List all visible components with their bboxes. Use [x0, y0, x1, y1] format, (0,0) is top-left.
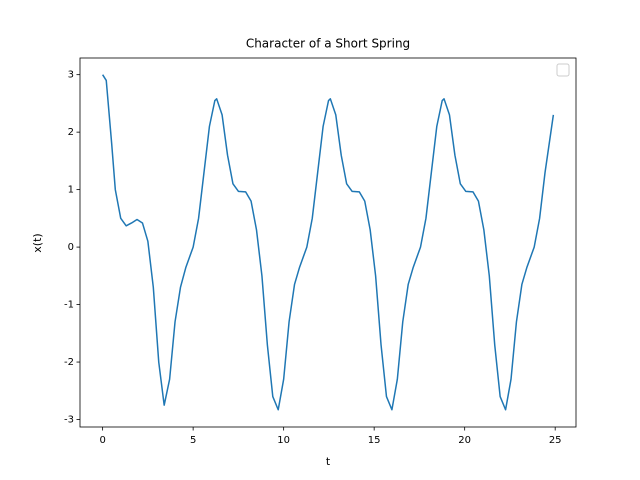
data-line [101, 74, 555, 411]
x-tick-label: 20 [458, 435, 471, 446]
chart-title: Character of a Short Spring [246, 37, 410, 51]
y-tick-label: 1 [68, 185, 74, 196]
x-tick-label: 25 [549, 435, 562, 446]
y-tick-label: -3 [64, 415, 74, 426]
x-tick-label: 0 [99, 435, 105, 446]
x-tick-label: 10 [277, 435, 290, 446]
legend-box [556, 63, 570, 77]
plot-frame [79, 57, 577, 428]
x-tick-label: 15 [368, 435, 381, 446]
x-tick-label: 5 [190, 435, 196, 446]
y-tick-label: 0 [68, 242, 74, 253]
y-tick-label: -2 [64, 357, 74, 368]
y-axis-label: x(t) [31, 233, 44, 252]
y-tick-label: 3 [68, 70, 74, 81]
x-axis-label: t [326, 455, 331, 468]
y-tick-label: 2 [68, 127, 74, 138]
y-tick-label: -1 [64, 300, 74, 311]
